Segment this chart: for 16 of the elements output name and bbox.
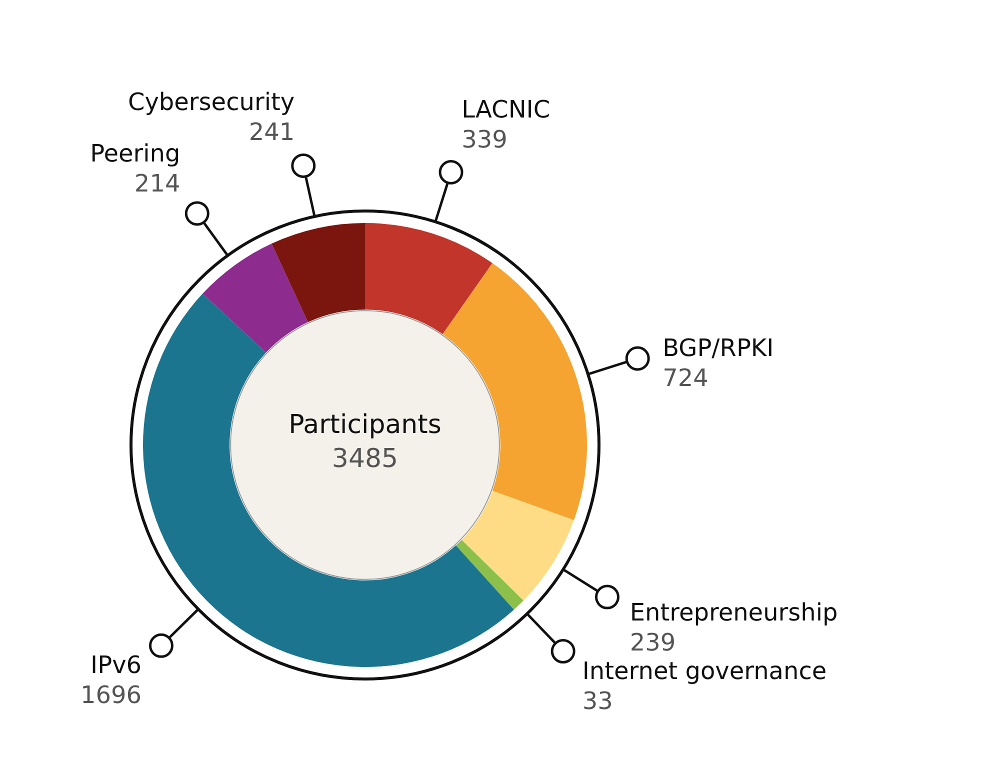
data-label: 241 [248, 118, 295, 146]
data-label: 724 [662, 364, 708, 392]
slice-label: Cybersecurity [128, 88, 295, 116]
slice-label: Peering [90, 140, 180, 168]
data-label: 239 [630, 628, 676, 657]
slice-label: BGP/RPKI [662, 334, 774, 362]
text: 3485 [332, 444, 398, 474]
text: Participants [288, 410, 442, 440]
data-label: 1696 [80, 681, 142, 710]
data-label: 339 [462, 125, 508, 154]
slice-label: IPv6 [90, 651, 142, 680]
slice-label: Entrepreneurship [630, 598, 838, 627]
slice-label: LACNIC [462, 95, 550, 124]
data-label: 33 [582, 687, 613, 716]
data-label: 214 [134, 170, 180, 198]
slice-label: Internet governance [582, 657, 827, 686]
